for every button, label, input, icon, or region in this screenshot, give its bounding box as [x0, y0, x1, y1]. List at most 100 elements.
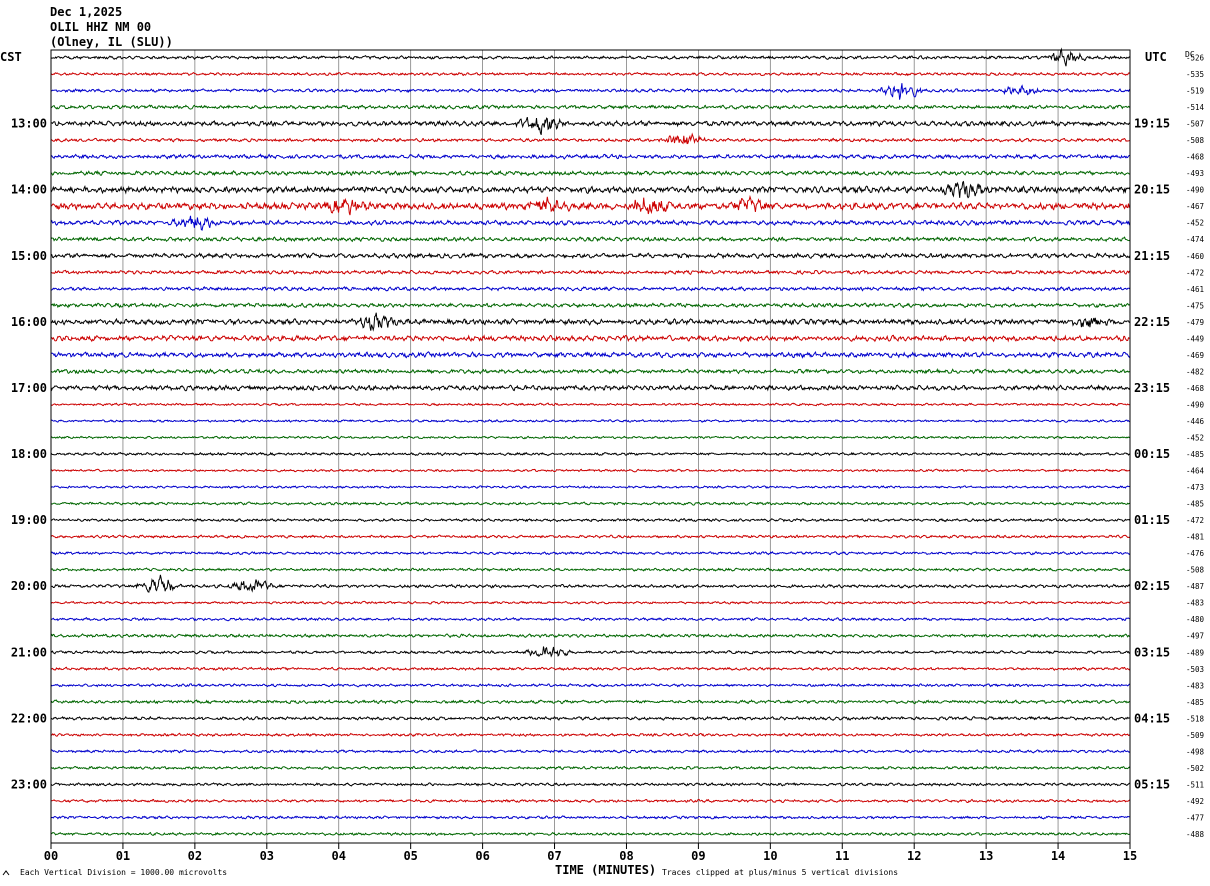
clip-note: Traces clipped at plus/minus 5 vertical … — [662, 868, 898, 877]
dc-offset-label: -497 — [1186, 632, 1204, 641]
x-axis-ticks: 00 01 02 03 04 05 06 07 08 09 10 11 12 13 14 15 — [44, 843, 1137, 863]
trace-row — [50, 153, 1131, 160]
trace-row — [50, 350, 1131, 359]
plot-frame — [50, 49, 1131, 844]
dc-offset-label: -535 — [1186, 70, 1204, 79]
dc-offset-label: -480 — [1186, 615, 1205, 624]
dc-offset-label: -468 — [1186, 384, 1205, 393]
trace-row — [50, 699, 1131, 705]
x-tick-label: 04 — [332, 849, 346, 863]
header-location: (Olney, IL (SLU)) — [50, 35, 173, 49]
trace-row — [50, 534, 1131, 539]
dc-offset-label: -477 — [1186, 813, 1204, 822]
dc-offset-label: -483 — [1186, 599, 1204, 608]
x-axis-title: TIME (MINUTES) — [555, 863, 656, 877]
trace-row — [50, 47, 1131, 67]
cst-hour-label: 15:00 — [11, 249, 47, 263]
trace-row — [50, 550, 1131, 556]
trace-row — [50, 302, 1131, 309]
trace-row — [50, 633, 1131, 639]
dc-offset-label: -488 — [1186, 830, 1205, 839]
dc-offset-label: -468 — [1186, 153, 1205, 162]
cst-hour-labels: 13:00 14:00 15:00 16:00 17:00 18:00 19:00 20:00… — [11, 117, 47, 792]
utc-hour-label: 23:15 — [1134, 381, 1170, 395]
dc-offset-label: -481 — [1186, 533, 1204, 542]
dc-offset-label: -482 — [1186, 367, 1204, 376]
utc-hour-label: 20:15 — [1134, 183, 1170, 197]
cst-hour-label: 14:00 — [11, 183, 47, 197]
trace-row — [50, 71, 1131, 77]
scale-note: Each Vertical Division = 1000.00 microvo… — [20, 868, 227, 877]
trace-row — [50, 683, 1131, 688]
corner-mark-icon — [2, 870, 10, 876]
dc-offset-label: -446 — [1186, 417, 1205, 426]
x-tick-label: 13 — [979, 849, 993, 863]
trace-row — [50, 782, 1131, 787]
dc-offset-label: -502 — [1186, 764, 1204, 773]
dc-offset-label: -490 — [1186, 400, 1205, 409]
trace-row — [50, 485, 1131, 489]
x-tick-label: 10 — [763, 849, 777, 863]
dc-offset-label: -473 — [1186, 483, 1204, 492]
x-tick-label: 12 — [907, 849, 921, 863]
dc-offset-label: -526 — [1186, 54, 1205, 63]
trace-row — [50, 732, 1131, 738]
trace-row — [50, 749, 1131, 754]
dc-offset-label: -503 — [1186, 665, 1204, 674]
trace-row — [50, 468, 1131, 473]
dc-offset-label: -476 — [1186, 549, 1205, 558]
dc-offset-label: -467 — [1186, 202, 1204, 211]
trace-row — [50, 269, 1131, 276]
dc-offset-label: -472 — [1186, 516, 1204, 525]
dc-offset-label: -498 — [1186, 747, 1205, 756]
dc-offset-label: -452 — [1186, 433, 1204, 442]
trace-row — [51, 798, 1131, 804]
dc-offset-label: -487 — [1186, 582, 1204, 591]
utc-hour-label: 22:15 — [1134, 315, 1170, 329]
dc-offset-label: -511 — [1186, 780, 1204, 789]
trace-row — [50, 334, 1131, 343]
cst-hour-label: 16:00 — [11, 315, 47, 329]
x-tick-label: 05 — [403, 849, 417, 863]
utc-hour-label: 00:15 — [1134, 447, 1170, 461]
cst-hour-label: 23:00 — [11, 777, 47, 791]
dc-offset-label: -509 — [1186, 731, 1204, 740]
trace-row — [50, 646, 1131, 658]
dc-offset-label: -460 — [1186, 252, 1205, 261]
utc-hour-label: 05:15 — [1134, 777, 1170, 791]
utc-hour-label: 19:15 — [1134, 117, 1170, 131]
trace-row — [51, 831, 1131, 837]
header-station: OLIL HHZ NM 00 — [50, 20, 151, 34]
trace-row — [50, 501, 1131, 506]
trace-row — [50, 215, 1131, 231]
dc-offset-label: -464 — [1186, 467, 1205, 476]
dc-offset-label: -469 — [1186, 351, 1204, 360]
trace-row — [50, 435, 1131, 440]
left-timezone-label: CST — [0, 50, 22, 64]
dc-header-label: DC — [1185, 50, 1195, 59]
utc-hour-label: 21:15 — [1134, 249, 1170, 263]
cst-hour-label: 17:00 — [11, 381, 47, 395]
cst-hour-label: 21:00 — [11, 645, 47, 659]
x-tick-label: 01 — [116, 849, 130, 863]
trace-row — [50, 517, 1131, 523]
x-tick-label: 15 — [1123, 849, 1137, 863]
x-tick-label: 08 — [619, 849, 633, 863]
utc-hour-labels: 19:15 20:15 21:15 22:15 23:15 00:15 01:15 02:15… — [1134, 117, 1170, 792]
dc-offset-label: -490 — [1186, 186, 1205, 195]
dc-offset-label: -452 — [1186, 219, 1204, 228]
trace-row — [50, 312, 1131, 332]
cst-hour-label: 13:00 — [11, 117, 47, 131]
trace-row — [50, 715, 1131, 721]
trace-row — [50, 236, 1131, 243]
header-date: Dec 1,2025 — [50, 5, 122, 19]
dc-offset-label: -508 — [1186, 136, 1205, 145]
trace-row — [50, 419, 1131, 423]
dc-offset-labels: -526 -535 -519 -514 -507 -508 -468 -493 -490 -467… — [1186, 54, 1205, 839]
x-tick-label: 02 — [188, 849, 202, 863]
utc-hour-label: 02:15 — [1134, 579, 1170, 593]
trace-row — [50, 194, 1131, 216]
x-tick-label: 11 — [835, 849, 849, 863]
dc-offset-label: -474 — [1186, 235, 1205, 244]
